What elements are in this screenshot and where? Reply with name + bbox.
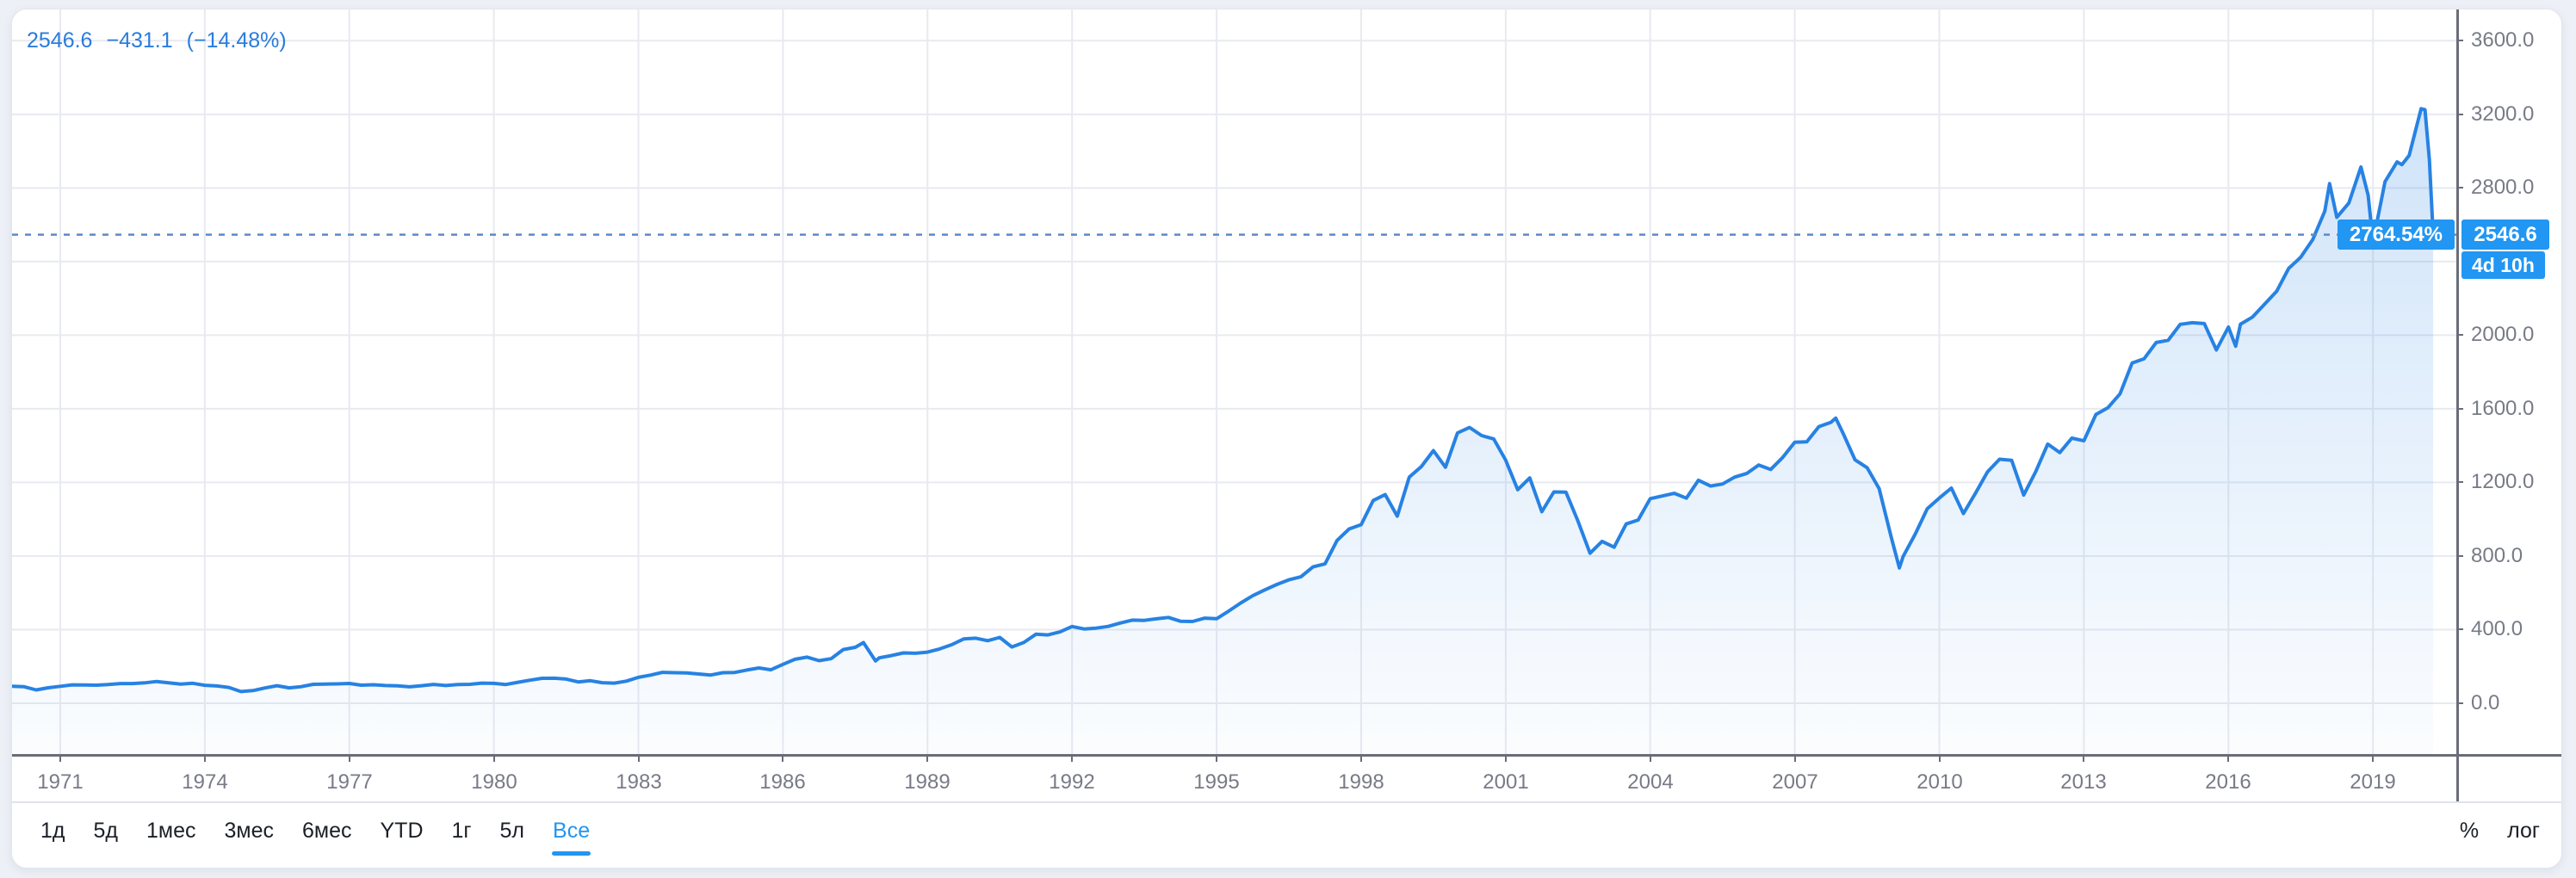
- range-button-Все[interactable]: Все: [552, 810, 591, 856]
- range-button-1г[interactable]: 1г: [451, 819, 472, 843]
- date-range-group: 1д 5д 1мес 3мес 6мес YTD 1г 5л Все: [40, 810, 591, 856]
- chart-area[interactable]: [12, 9, 2456, 754]
- symbol-legend: 2546.6 −431.1 (−14.48%): [27, 28, 287, 53]
- time-tick-label: 1980: [471, 770, 517, 794]
- log-scale-toggle[interactable]: лог: [2507, 819, 2540, 843]
- time-tick-mark: [493, 754, 495, 762]
- time-tick-mark: [59, 754, 61, 762]
- time-tick-mark: [638, 754, 640, 762]
- time-tick-label: 2001: [1483, 770, 1529, 794]
- toolbar-separator: [12, 801, 2561, 803]
- time-tick-mark: [782, 754, 783, 762]
- price-tick-label: 0.0: [2471, 691, 2500, 714]
- price-tick-mark: [2456, 408, 2463, 410]
- time-tick-label: 1992: [1049, 770, 1095, 794]
- price-tick-label: 2000.0: [2471, 323, 2535, 346]
- time-tick-label: 2019: [2350, 770, 2396, 794]
- time-tick-label: 2010: [1917, 770, 1963, 794]
- range-button-5л[interactable]: 5л: [499, 819, 525, 843]
- price-tick-mark: [2456, 187, 2463, 189]
- range-button-YTD[interactable]: YTD: [380, 819, 424, 843]
- range-button-1д[interactable]: 1д: [40, 819, 65, 843]
- percent-scale-toggle[interactable]: %: [2459, 819, 2480, 843]
- time-tick-label: 2004: [1627, 770, 1674, 794]
- price-tick-label: 400.0: [2471, 617, 2523, 640]
- time-tick-label: 2013: [2060, 770, 2107, 794]
- time-tick-label: 1983: [616, 770, 662, 794]
- time-tick-label: 1977: [326, 770, 373, 794]
- range-button-1мес[interactable]: 1мес: [146, 819, 196, 843]
- time-tick-mark: [2083, 754, 2084, 762]
- price-line: [12, 107, 2436, 694]
- current-price-badge: 2546.6: [2461, 220, 2549, 250]
- price-tick-label: 2800.0: [2471, 176, 2535, 199]
- time-tick-label: 1989: [904, 770, 951, 794]
- time-tick-mark: [204, 754, 206, 762]
- legend-change-percent: (−14.48%): [186, 28, 287, 53]
- price-tick-mark: [2456, 481, 2463, 483]
- time-tick-label: 1986: [759, 770, 806, 794]
- time-tick-mark: [2227, 754, 2229, 762]
- time-scale[interactable]: 1971 1974 1977 1980 1983 1986 1989 1992 1995 1998…: [12, 754, 2561, 801]
- time-tick-label: 1998: [1338, 770, 1384, 794]
- range-button-6мес[interactable]: 6мес: [302, 819, 352, 843]
- time-tick-mark: [1216, 754, 1217, 762]
- time-tick-mark: [926, 754, 928, 762]
- price-tick-label: 3200.0: [2471, 102, 2535, 126]
- time-tick-label: 1971: [37, 770, 84, 794]
- time-tick-label: 2007: [1772, 770, 1818, 794]
- price-tick-mark: [2456, 555, 2463, 557]
- time-tick-mark: [1071, 754, 1073, 762]
- time-tick-mark: [1939, 754, 1941, 762]
- range-button-5д[interactable]: 5д: [93, 819, 119, 843]
- time-tick-label: 1974: [182, 770, 228, 794]
- change-percent-badge: 2764.54%: [2337, 220, 2455, 250]
- price-tick-mark: [2456, 628, 2463, 630]
- price-tick-mark: [2456, 334, 2463, 336]
- time-tick-mark: [1650, 754, 1651, 762]
- time-tick-mark: [2372, 754, 2374, 762]
- area-fill: [12, 108, 2434, 754]
- range-button-3мес[interactable]: 3мес: [224, 819, 275, 843]
- legend-change: −431.1: [106, 28, 173, 53]
- price-axis-line: [2456, 9, 2459, 801]
- price-tick-mark: [2456, 114, 2463, 115]
- bar-close-countdown-badge: 4d 10h: [2461, 251, 2545, 279]
- time-tick-label: 2016: [2205, 770, 2251, 794]
- time-tick-label: 1995: [1193, 770, 1240, 794]
- price-tick-label: 1200.0: [2471, 470, 2535, 493]
- time-tick-mark: [349, 754, 350, 762]
- time-axis-line: [12, 754, 2561, 757]
- price-tick-label: 1600.0: [2471, 397, 2535, 420]
- price-tick-mark: [2456, 40, 2463, 41]
- time-tick-mark: [1505, 754, 1507, 762]
- chart-card: 2546.6 −431.1 (−14.48%) 3600.0 3200.0 2800…: [11, 9, 2562, 869]
- price-scale[interactable]: 3600.0 3200.0 2800.0 2000.0 1600.0 1200.0 800.…: [2456, 9, 2561, 754]
- time-tick-mark: [1794, 754, 1796, 762]
- price-tick-mark: [2456, 702, 2463, 704]
- time-tick-mark: [1360, 754, 1362, 762]
- legend-last-price: 2546.6: [27, 28, 93, 53]
- price-tick-label: 800.0: [2471, 544, 2523, 567]
- price-tick-label: 3600.0: [2471, 28, 2535, 52]
- bottom-toolbar: 1д 5д 1мес 3мес 6мес YTD 1г 5л Все % лог: [12, 801, 2561, 868]
